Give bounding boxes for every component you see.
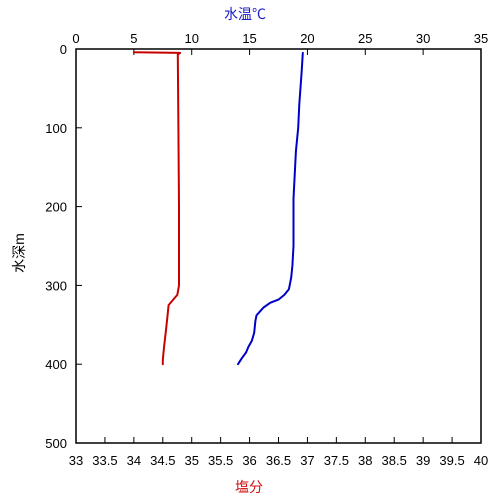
salinity-series-line — [132, 51, 182, 366]
y-tick-label: 400 — [45, 357, 67, 372]
temperature-series-line — [237, 51, 304, 366]
top-x-tick-label: 15 — [242, 31, 256, 46]
y-tick-label: 100 — [45, 121, 67, 136]
top-x-tick-label: 0 — [72, 31, 79, 46]
bottom-x-tick-label: 36.5 — [266, 453, 291, 468]
bottom-x-tick-label: 37 — [300, 453, 314, 468]
y-tick-label: 200 — [45, 200, 67, 215]
top-x-tick-label: 5 — [130, 31, 137, 46]
bottom-x-tick-label: 33 — [69, 453, 83, 468]
bottom-x-tick-label: 34.5 — [150, 453, 175, 468]
bottom-x-tick-label: 33.5 — [92, 453, 117, 468]
top-x-tick-label: 30 — [416, 31, 430, 46]
chart-marks: 0 100 200 300 400 500 0 5 10 15 20 25 30 35 33 33.5 34 34… — [45, 31, 488, 468]
bottom-x-tick-label: 39.5 — [439, 453, 464, 468]
bottom-x-tick-label: 36 — [242, 453, 256, 468]
top-x-tick-label: 35 — [474, 31, 488, 46]
bottom-x-tick-label: 35.5 — [208, 453, 233, 468]
top-x-tick-label: 20 — [300, 31, 314, 46]
y-tick-label: 0 — [60, 42, 67, 57]
bottom-x-tick-label: 34 — [127, 453, 141, 468]
y-tick-label: 500 — [45, 436, 67, 451]
top-x-tick-label: 10 — [184, 31, 198, 46]
bottom-x-tick-label: 40 — [474, 453, 488, 468]
bottom-x-tick-label: 38.5 — [382, 453, 407, 468]
y-axis-title: 水深m — [11, 233, 27, 273]
y-tick-label: 300 — [45, 278, 67, 293]
bottom-x-tick-label: 39 — [416, 453, 430, 468]
bottom-x-tick-label: 35 — [184, 453, 198, 468]
top-x-tick-label: 25 — [358, 31, 372, 46]
bottom-axis-title: 塩分 — [235, 479, 263, 495]
plot-frame — [75, 48, 482, 444]
bottom-x-tick-label: 38 — [358, 453, 372, 468]
top-axis-title: 水温℃ — [224, 6, 266, 22]
bottom-x-tick-label: 37.5 — [324, 453, 349, 468]
